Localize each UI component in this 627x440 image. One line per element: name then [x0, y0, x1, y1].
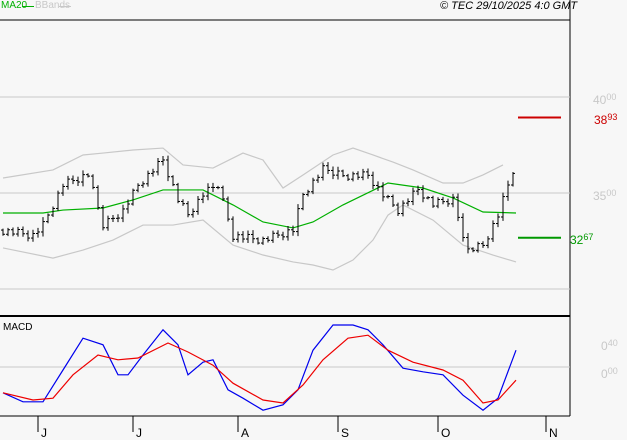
price-tick-3500: 3500: [593, 188, 617, 203]
macd-tick-000: 000: [601, 366, 618, 381]
macd-line: [2, 324, 517, 411]
ma20-line: [3, 182, 517, 229]
legend-bbands: BBands: [35, 0, 71, 11]
month-label: J: [41, 426, 47, 440]
support-label: 3267: [570, 232, 594, 247]
macd-label: MACD: [3, 322, 33, 333]
legend-ma20-swatch: [22, 6, 34, 7]
legend-ma20: MA20: [1, 0, 28, 11]
macd-tick-040: 040: [601, 338, 618, 353]
month-label: O: [441, 426, 450, 440]
lower-bollinger-band: [2, 204, 517, 271]
month-label: N: [549, 426, 558, 440]
resistance-label: 3893: [594, 112, 618, 127]
upper-bollinger-band: [2, 147, 504, 189]
signal-line: [2, 334, 517, 404]
month-label: A: [241, 426, 249, 440]
legend-bbands-swatch: [59, 6, 71, 7]
copyright-timestamp: © TEC 29/10/2025 4:0 GMT: [440, 0, 578, 12]
month-label: S: [341, 426, 349, 440]
price-tick-4000: 4000: [593, 92, 617, 107]
month-label: J: [136, 426, 142, 440]
